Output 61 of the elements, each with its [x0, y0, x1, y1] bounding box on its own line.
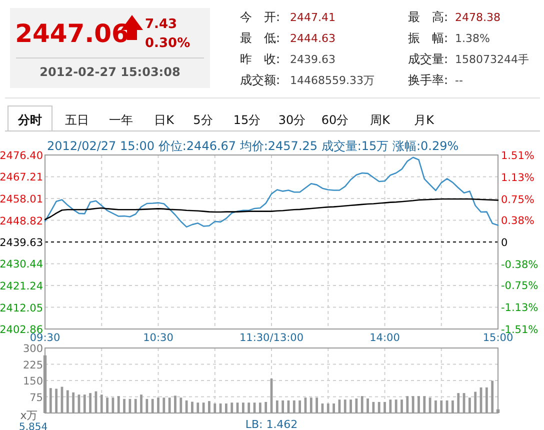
text: 2447.06 — [15, 19, 129, 48]
y-tick-label: 75 — [30, 392, 43, 404]
y2-tick-label: -1.13% — [501, 302, 538, 314]
text: 日K — [154, 113, 176, 127]
chart-title: 2012/02/27 15:00 价位:2446.67 均价:2457.25 成交量:15万 涨幅:0.29% — [47, 139, 459, 153]
x-tick-label: 14:00 — [370, 332, 400, 344]
text: 今 开: — [240, 10, 280, 24]
text: 158073244手 — [455, 53, 529, 66]
y2-tick-label: 0.38% — [501, 215, 534, 228]
text: 14468559.33万 — [290, 74, 374, 87]
y-tick-label: 225 — [22, 359, 43, 372]
y-tick-label: 2439.63 — [0, 237, 43, 249]
text: 0.30% — [145, 36, 190, 51]
text: 振 幅: — [408, 31, 448, 45]
text: 周K — [370, 113, 392, 127]
y-tick-label: 300 — [22, 343, 43, 355]
text: 5分 — [193, 113, 213, 127]
text: 1.38% — [455, 32, 490, 45]
text: -- — [455, 74, 463, 87]
x-tick-label: 15:00 — [482, 332, 514, 344]
text: 昨 收: — [240, 52, 280, 66]
text: 7.43 — [145, 17, 178, 32]
y-tick-label: 2476.40 — [0, 150, 43, 162]
y2-tick-label: 0.75% — [501, 194, 534, 206]
y-axis-title: x万 — [20, 409, 38, 422]
y2-tick-label: -0.38% — [501, 258, 538, 271]
text: 2478.38 — [455, 11, 500, 24]
text: 15分 — [233, 113, 261, 127]
y2-tick-label: 0 — [501, 237, 508, 249]
text: 月K — [414, 113, 436, 127]
text: 60分 — [321, 113, 349, 127]
text: 换手率: — [408, 73, 448, 87]
text: LB: 1.462 — [245, 418, 298, 430]
y-tick-label: 2421.24 — [0, 280, 44, 293]
text: 30分 — [278, 113, 306, 127]
y2-tick-label: 1.51% — [501, 150, 534, 162]
line-series — [44, 198, 499, 220]
text: 2447.41 — [290, 11, 336, 24]
text: 成交量: — [408, 52, 448, 66]
text: 成交额: — [240, 73, 280, 87]
line-series — [44, 156, 499, 228]
x-tick-label: 11:30/13:00 — [239, 332, 304, 344]
x-tick-label: 09:30 — [30, 332, 60, 344]
text: 2012-02-27 15:03:08 — [40, 65, 180, 79]
text: 2439.63 — [290, 53, 336, 66]
text: 最 低: — [240, 31, 280, 45]
y-tick-label: 2448.82 — [0, 215, 43, 228]
y-tick-label: 150 — [22, 376, 43, 388]
text: 2444.63 — [290, 32, 336, 45]
y-tick-label: 2467.21 — [0, 172, 43, 184]
y-tick-label: 2412.05 — [0, 302, 43, 314]
y-tick-label: 2458.01 — [0, 194, 43, 206]
y2-tick-label: 1.13% — [501, 172, 534, 184]
text: 分时 — [17, 113, 42, 127]
y2-tick-label: -0.75% — [501, 280, 538, 292]
text: 5.854 — [19, 422, 48, 430]
text: 五日 — [65, 113, 89, 127]
text: 最 高: — [408, 10, 448, 24]
y-tick-label: 2430.44 — [0, 258, 44, 271]
x-tick-label: 10:30 — [143, 332, 174, 344]
text: 一年 — [109, 113, 133, 127]
